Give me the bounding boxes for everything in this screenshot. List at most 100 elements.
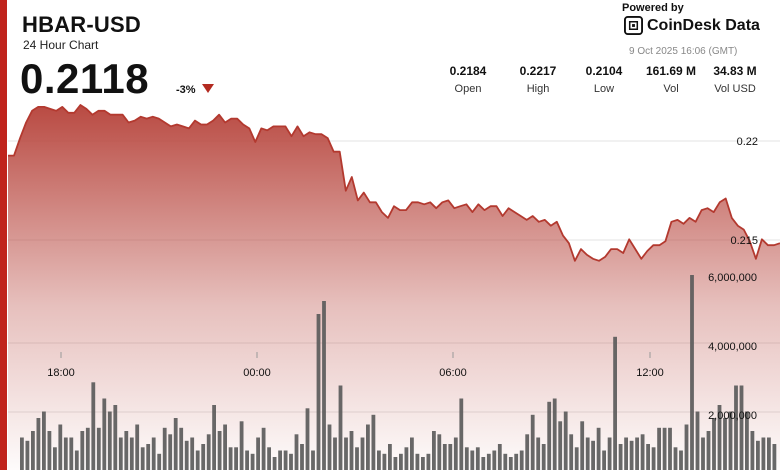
volume-bar <box>388 444 392 470</box>
volume-bar <box>184 440 189 470</box>
volume-bar <box>20 437 24 470</box>
volume-bar <box>712 418 716 470</box>
volume-bar <box>547 401 552 470</box>
volume-bar <box>261 427 266 470</box>
volume-bar <box>432 431 436 470</box>
volume-bar <box>745 411 749 470</box>
volume-bar <box>646 444 650 470</box>
volume-bar <box>151 437 156 470</box>
volume-bar <box>25 440 30 470</box>
volume-bar <box>442 444 447 470</box>
price-change-percent: -3% <box>176 84 196 96</box>
current-price: 0.2118 <box>20 55 150 102</box>
volume-bar <box>728 411 733 470</box>
volume-bar <box>459 398 464 470</box>
volume-bar <box>602 450 606 470</box>
volume-bar <box>618 444 623 470</box>
volume-bar <box>344 437 348 470</box>
volume-bar <box>607 437 612 470</box>
volume-bar <box>278 450 282 470</box>
brand[interactable]: CoinDesk Data <box>624 16 760 35</box>
volume-bar <box>31 431 35 470</box>
ticker-symbol: HBAR-USD <box>22 12 141 37</box>
volume-bar <box>481 457 486 470</box>
stat-value: 0.2184 <box>449 64 487 78</box>
volume-bar <box>772 444 777 470</box>
volume-bar <box>629 440 634 470</box>
volume-bar <box>503 453 508 470</box>
volume-bar <box>135 424 140 470</box>
volume-bar <box>552 398 557 470</box>
volume-bar <box>448 444 453 470</box>
volume-bar <box>684 424 689 470</box>
volume-bar <box>651 447 656 470</box>
volume-bar <box>338 385 343 470</box>
volume-bar <box>327 424 332 470</box>
volume-bar <box>250 453 255 470</box>
volume-bar <box>69 437 74 470</box>
volume-bar <box>349 431 354 470</box>
volume-bar <box>679 450 683 470</box>
volume-bar <box>256 437 260 470</box>
stat-low: 0.2104 Low <box>569 64 639 95</box>
volume-bar <box>717 405 722 470</box>
volume-bar <box>657 427 661 470</box>
stat-value: 34.83 M <box>713 64 757 78</box>
volume-bar <box>706 431 711 470</box>
volume-bar <box>585 437 590 470</box>
volume-bar <box>201 444 206 470</box>
volume-bar <box>486 453 491 470</box>
volume-bar <box>541 444 546 470</box>
volume-bar <box>464 447 469 470</box>
volume-bar <box>355 447 359 470</box>
price-tick-label: 0.215 <box>730 235 758 247</box>
volume-bar <box>80 431 85 470</box>
volume-bar <box>761 437 766 470</box>
volume-bar <box>272 457 277 470</box>
volume-bar <box>410 437 414 470</box>
volume-bar <box>508 457 513 470</box>
volume-bar <box>563 411 568 470</box>
volume-bar <box>470 450 475 470</box>
volume-bar <box>558 421 563 470</box>
volume-bar <box>519 450 524 470</box>
volume-bar <box>283 450 288 470</box>
volume-bar <box>613 336 617 470</box>
volume-bar <box>179 427 184 470</box>
volume-bar <box>695 411 700 470</box>
volume-bar <box>267 447 271 470</box>
volume-bar <box>47 431 52 470</box>
volume-bar <box>300 444 304 470</box>
volume-bar <box>53 447 57 470</box>
volume-bar <box>371 414 376 470</box>
volume-bar <box>767 437 771 470</box>
volume-bar <box>393 457 398 470</box>
volume-bar <box>234 447 238 470</box>
volume-bar <box>58 424 63 470</box>
volume-bar <box>311 450 315 470</box>
volume-bar <box>756 440 760 470</box>
volume-bar <box>734 385 738 470</box>
volume-bar <box>195 450 200 470</box>
volume-bar <box>536 437 541 470</box>
volume-bar <box>333 437 337 470</box>
volume-bar <box>360 437 365 470</box>
stat-label: High <box>526 83 550 95</box>
volume-bar <box>102 398 107 470</box>
volume-bar <box>421 457 425 470</box>
stat-label: Vol <box>663 83 679 95</box>
volume-bar <box>514 453 519 470</box>
volume-bar <box>437 434 442 470</box>
left-accent-bar <box>0 0 7 470</box>
volume-tick-label: 4,000,000 <box>708 341 757 353</box>
x-tick-label: 12:00 <box>636 367 664 379</box>
volume-bar <box>63 437 68 470</box>
volume-bar <box>668 427 672 470</box>
stat-value: 161.69 M <box>645 64 697 78</box>
volume-bar <box>217 431 222 470</box>
stat-label: Open <box>454 83 482 95</box>
price-line <box>8 104 780 262</box>
volume-bar <box>239 421 244 470</box>
stat-open: 0.2184 Open <box>433 64 503 95</box>
